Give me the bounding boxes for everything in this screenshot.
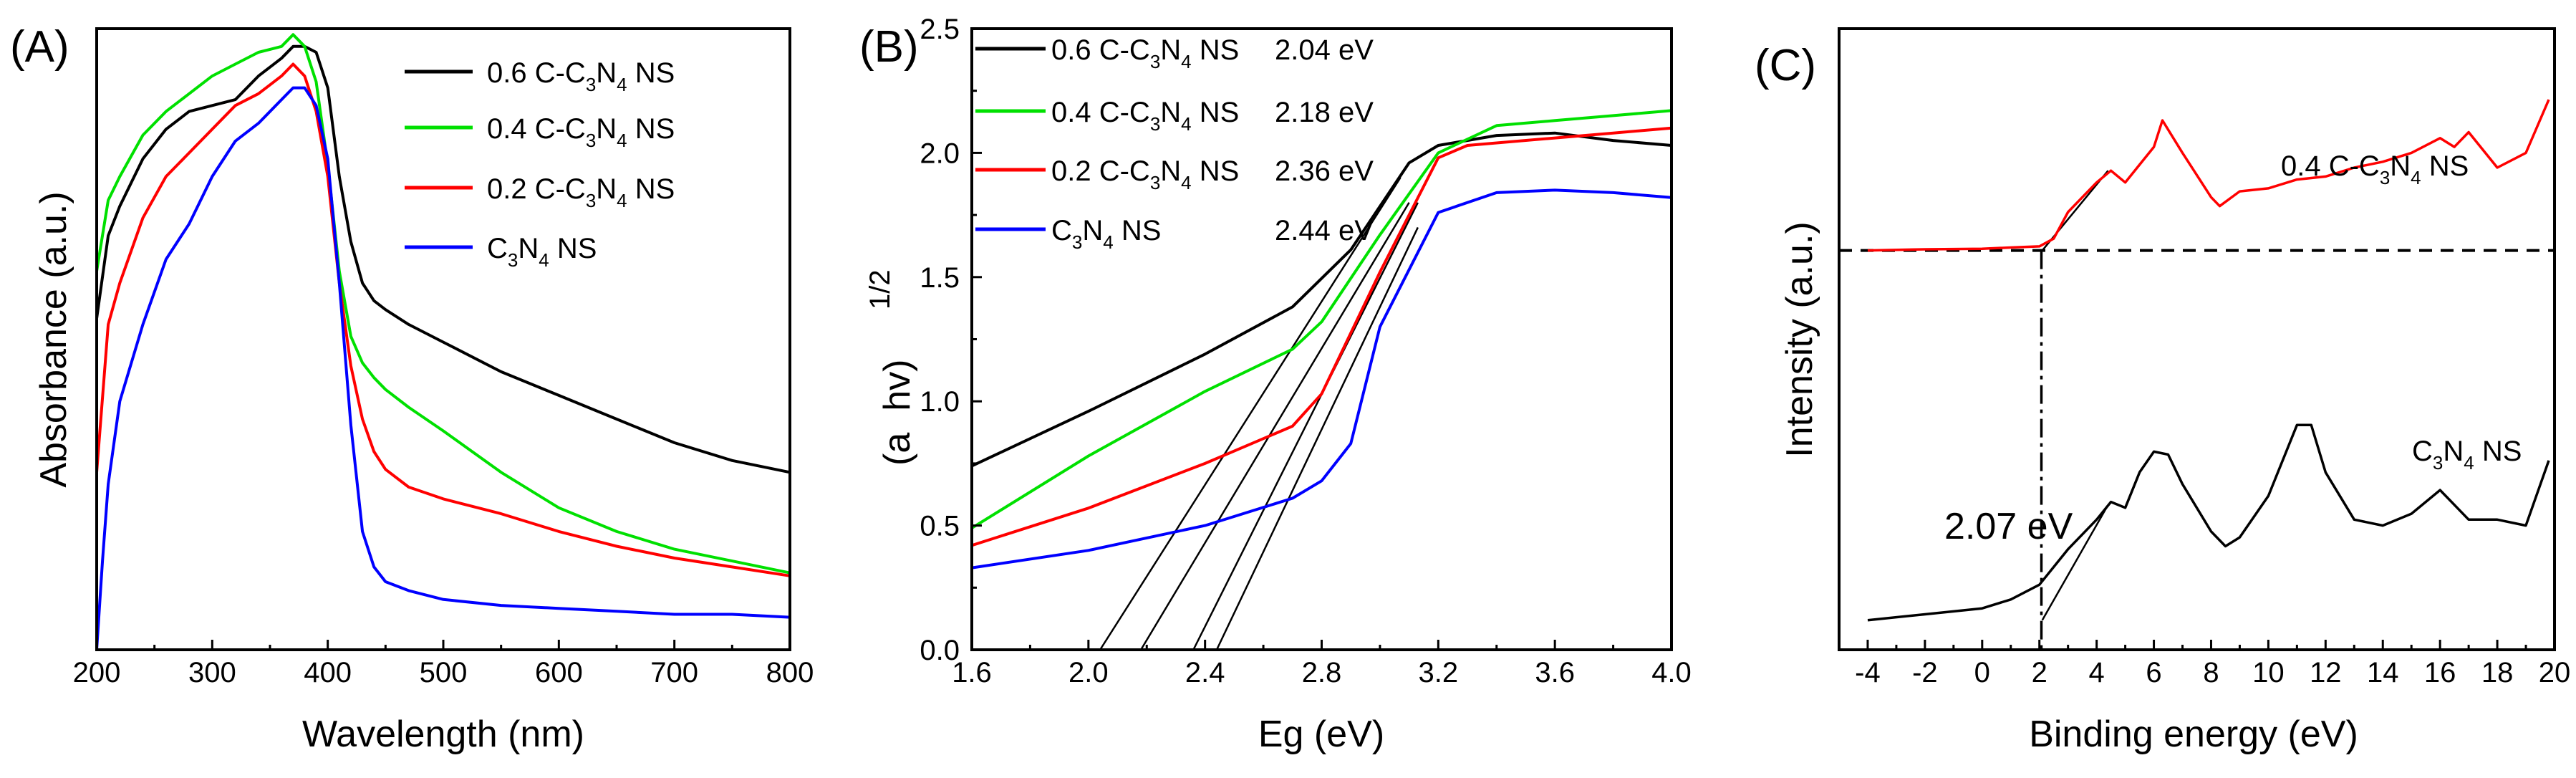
legend-label: 0.6 C-C3N4 NS xyxy=(487,57,675,95)
panel-b-y-tick-label: 0.0 xyxy=(920,635,960,666)
panel-b-x-tick-label: 1.6 xyxy=(952,657,992,688)
legend-label: 0.2 C-C3N4 NS xyxy=(487,173,675,211)
panel-b-legend-entry-1: 0.6 C-C3N4 NS 2.04 eV xyxy=(975,34,1374,72)
panel-c-label: (C) xyxy=(1755,41,1816,90)
panel-a-x-axis-title: Wavelength (nm) xyxy=(302,714,584,755)
panel-b-tangent-line-4 xyxy=(1215,226,1419,650)
panel-c-x-tick-label: 2 xyxy=(2032,657,2047,688)
panel-c-x-tick-label: 14 xyxy=(2367,657,2399,688)
panel-c-x-tick-label: 20 xyxy=(2539,657,2571,688)
panel-a-legend: 0.6 C-C3N4 NS 0.4 C-C3N4 NS 0.2 C-C3N4 N… xyxy=(405,57,675,271)
panel-c-annotation: 2.07 eV xyxy=(1944,506,2073,547)
legend-label: C3N4 NS xyxy=(487,233,597,271)
panel-a-legend-entry-3: 0.2 C-C3N4 NS xyxy=(405,173,675,211)
legend-value: 2.36 eV xyxy=(1275,155,1374,187)
panel-a-x-tick-label: 500 xyxy=(420,657,468,688)
panel-b-label: (B) xyxy=(859,22,919,72)
panel-b-tangent-line-1 xyxy=(1099,177,1402,650)
panel-c-x-tick-label: 8 xyxy=(2203,657,2219,688)
legend-label: 0.6 C-C3N4 NS xyxy=(1051,34,1239,72)
panel-a: (A) 200 300 400 500 600 700 800 Wavelength (nm… xyxy=(10,22,814,755)
legend-label: 0.4 C-C3N4 NS xyxy=(487,113,675,151)
panel-b-tangent-lines xyxy=(1099,177,1419,650)
panel-c-series-line-1 xyxy=(1867,99,2550,252)
panel-b-legend-entry-3: 0.2 C-C3N4 NS 2.36 eV xyxy=(975,155,1374,193)
legend-value: 2.04 eV xyxy=(1275,34,1374,66)
panel-b-legend-entry-4: C3N4 NS 2.44 eV xyxy=(975,215,1374,253)
panel-a-x-tick-label: 200 xyxy=(73,657,121,688)
panel-a-x-tick-label: 800 xyxy=(766,657,814,688)
panel-b-x-tick-label: 2.0 xyxy=(1068,657,1109,688)
panel-b-x-axis-title: Eg (eV) xyxy=(1258,714,1384,755)
panel-b: (B) 1.6 2.0 2.4 2.8 3.2 3.6 4.0 0.0 0.5 1.0 1.5 2.… xyxy=(859,14,1692,755)
panel-a-series-line-1 xyxy=(95,44,791,474)
panel-c-x-ticks: -4 -2 0 2 4 6 8 10 12 14 16 18 20 xyxy=(1855,640,2570,688)
legend-label: 0.4 C-C3N4 NS xyxy=(1051,97,1239,135)
panel-b-series xyxy=(970,109,1672,570)
panel-c-y-axis-title: Intensity (a.u.) xyxy=(1779,221,1820,457)
legend-value: 2.18 eV xyxy=(1275,97,1374,128)
panel-a-x-ticks: 200 300 400 500 600 700 800 xyxy=(73,640,814,688)
panel-b-tangent-line-3 xyxy=(1192,202,1419,650)
panel-c-x-tick-label: 4 xyxy=(2089,657,2105,688)
legend-value: 2.44 eV xyxy=(1275,215,1374,246)
legend-label: 0.2 C-C3N4 NS xyxy=(1051,155,1239,193)
panel-a-series-line-3 xyxy=(95,62,791,577)
panel-c-x-tick-label: 10 xyxy=(2252,657,2285,688)
panel-c-tangent-line-2 xyxy=(2041,504,2109,621)
panel-b-y-ticks: 0.0 0.5 1.0 1.5 2.0 2.5 xyxy=(920,14,982,666)
panel-b-series-line-4 xyxy=(971,188,1672,570)
panel-b-x-tick-label: 3.6 xyxy=(1535,657,1575,688)
panel-c-x-tick-label: 6 xyxy=(2146,657,2161,688)
panel-b-x-ticks: 1.6 2.0 2.4 2.8 3.2 3.6 4.0 xyxy=(952,640,1692,688)
panel-b-series-line-2 xyxy=(970,109,1672,529)
panel-a-x-tick-label: 600 xyxy=(535,657,583,688)
panel-b-x-tick-label: 2.8 xyxy=(1302,657,1342,688)
panel-b-y-tick-label: 1.5 xyxy=(920,262,960,294)
panel-a-legend-entry-1: 0.6 C-C3N4 NS xyxy=(405,57,675,95)
panel-b-tangent-line-2 xyxy=(1140,202,1410,650)
panel-c-series-line-2 xyxy=(1867,423,2550,622)
panel-c-frame xyxy=(1838,27,2556,651)
legend-label: C3N4 NS xyxy=(1051,215,1161,253)
panel-c: (C) -4 -2 0 2 4 6 8 10 12 14 16 18 20 Binding energy… xyxy=(1755,27,2570,755)
panel-b-y-tick-label: 0.5 xyxy=(920,511,960,542)
panel-a-legend-entry-4: C3N4 NS xyxy=(405,233,597,271)
panel-b-x-tick-label: 4.0 xyxy=(1651,657,1692,688)
panel-a-frame xyxy=(95,27,791,651)
panel-b-y-axis-title: (ahv) 1/2 xyxy=(864,269,918,466)
panel-c-x-axis-title: Binding energy (eV) xyxy=(2029,714,2358,755)
panel-b-series-line-3 xyxy=(971,126,1672,547)
panel-c-x-tick-label: -4 xyxy=(1855,657,1881,688)
panel-a-series-line-2 xyxy=(95,33,791,575)
panel-a-legend-entry-2: 0.4 C-C3N4 NS xyxy=(405,113,675,151)
panel-a-label: (A) xyxy=(10,22,69,72)
panel-c-series-label-1: 0.4 C-C3N4 NS xyxy=(2281,150,2469,188)
panel-c-x-tick-label: -2 xyxy=(1912,657,1938,688)
panel-c-x-tick-label: 0 xyxy=(1974,657,1990,688)
panel-c-series-label-2: C3N4 NS xyxy=(2412,436,2522,474)
panel-c-x-tick-label: 16 xyxy=(2424,657,2456,688)
panel-c-x-tick-label: 18 xyxy=(2481,657,2514,688)
panel-b-x-tick-label: 3.2 xyxy=(1419,657,1459,688)
panel-b-y-tick-label: 1.0 xyxy=(920,386,960,418)
panel-a-x-tick-label: 400 xyxy=(304,657,352,688)
panel-c-x-tick-label: 12 xyxy=(2310,657,2342,688)
panel-b-x-tick-label: 2.4 xyxy=(1185,657,1225,688)
panel-b-y-tick-label: 2.0 xyxy=(920,138,960,169)
panel-c-series xyxy=(1867,99,2550,622)
panel-a-x-tick-label: 700 xyxy=(650,657,698,688)
panel-b-legend-entry-2: 0.4 C-C3N4 NS 2.18 eV xyxy=(975,97,1374,135)
panel-b-legend: 0.6 C-C3N4 NS 2.04 eV 0.4 C-C3N4 NS 2.18… xyxy=(975,34,1374,253)
y-axis-title-text: (ahv) xyxy=(877,360,918,466)
panel-a-y-axis-title: Absorbance (a.u.) xyxy=(33,191,74,487)
panel-a-series-line-4 xyxy=(95,86,791,650)
panel-b-y-tick-label: 2.5 xyxy=(920,14,960,45)
panel-a-series xyxy=(95,33,791,650)
y-axis-title-exponent: 1/2 xyxy=(864,269,896,309)
panel-c-guides xyxy=(1839,170,2555,650)
panel-a-x-tick-label: 300 xyxy=(188,657,236,688)
